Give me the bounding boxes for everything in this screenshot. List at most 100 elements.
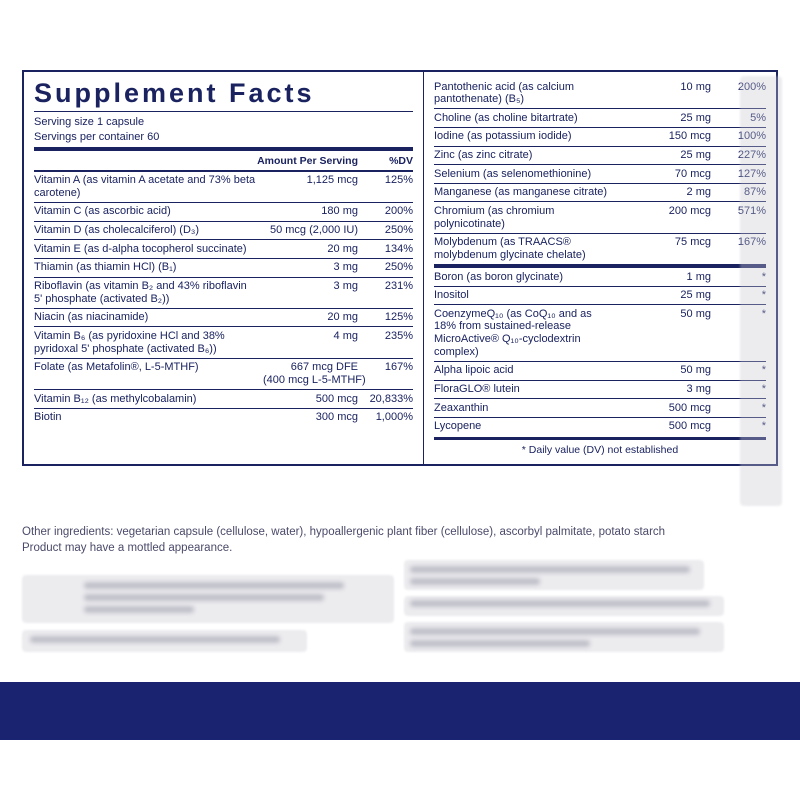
right-bottom-rows-container: Boron (as boron glycinate)1 mg*Inositol2… bbox=[434, 264, 766, 435]
nutrient-row: Boron (as boron glycinate)1 mg* bbox=[434, 268, 766, 287]
nutrient-row: Pantothenic acid (as calcium pantothenat… bbox=[434, 78, 766, 109]
nutrient-amount: 25 mg bbox=[616, 112, 711, 125]
nutrient-amount: 1 mg bbox=[616, 271, 711, 284]
nutrient-name: Folate (as Metafolin®, L-5-MTHF) bbox=[34, 361, 263, 374]
right-column: Pantothenic acid (as calcium pantothenat… bbox=[424, 72, 776, 464]
nutrient-row: Vitamin B₆ (as pyridoxine HCl and 38% py… bbox=[34, 327, 413, 358]
nutrient-amount: 180 mg bbox=[263, 205, 358, 218]
nutrient-dv: 231% bbox=[358, 280, 413, 293]
nutrient-name: Zinc (as zinc citrate) bbox=[434, 149, 616, 162]
nutrient-row: Iodine (as potassium iodide)150 mcg100% bbox=[434, 128, 766, 147]
nutrient-name: Vitamin B₆ (as pyridoxine HCl and 38% py… bbox=[34, 330, 263, 355]
blurred-text-line bbox=[30, 636, 280, 643]
nutrient-row: Niacin (as niacinamide)20 mg125% bbox=[34, 309, 413, 328]
blurred-text-line bbox=[410, 578, 540, 585]
nutrient-row: Vitamin C (as ascorbic acid)180 mg200% bbox=[34, 203, 413, 222]
nutrient-amount: 1,125 mcg bbox=[263, 174, 358, 187]
nutrient-dv: 235% bbox=[358, 330, 413, 343]
nutrient-name: Thiamin (as thiamin HCl) (B₁) bbox=[34, 261, 263, 274]
nutrient-name: Alpha lipoic acid bbox=[434, 364, 616, 377]
nutrient-row: Vitamin D (as cholecalciferol) (D₃)50 mc… bbox=[34, 222, 413, 241]
column-headers: Amount Per Serving %DV bbox=[34, 151, 413, 172]
nutrient-name: Vitamin A (as vitamin A acetate and 73% … bbox=[34, 174, 263, 199]
nutrient-amount: 75 mcg bbox=[616, 236, 711, 249]
nutrient-amount: 300 mcg bbox=[263, 411, 358, 424]
nutrient-row: Lycopene500 mcg* bbox=[434, 418, 766, 436]
nutrient-amount: 500 mcg bbox=[616, 402, 711, 415]
left-column: Supplement Facts Serving size 1 capsule … bbox=[24, 72, 424, 464]
nutrient-dv: 1,000% bbox=[358, 411, 413, 424]
left-rows-container: Vitamin A (as vitamin A acetate and 73% … bbox=[34, 172, 413, 427]
nutrient-amount: 500 mcg bbox=[616, 420, 711, 433]
nutrient-name: Molybdenum (as TRAACS® molybdenum glycin… bbox=[434, 236, 616, 261]
nutrient-amount: 200 mcg bbox=[616, 205, 711, 218]
nutrient-name: Vitamin E (as d-alpha tocopherol succina… bbox=[34, 243, 263, 256]
blurred-text-line bbox=[84, 582, 344, 589]
nutrient-dv: 134% bbox=[358, 243, 413, 256]
nutrient-row: Folate (as Metafolin®, L-5-MTHF)667 mcg … bbox=[34, 359, 413, 390]
nutrient-name: Lycopene bbox=[434, 420, 616, 433]
nutrient-dv: 125% bbox=[358, 311, 413, 324]
nutrient-amount: 70 mcg bbox=[616, 168, 711, 181]
nutrient-name: Riboflavin (as vitamin B₂ and 43% ribofl… bbox=[34, 280, 263, 305]
nutrient-name: FloraGLO® lutein bbox=[434, 383, 616, 396]
header-amount: Amount Per Serving bbox=[248, 155, 358, 167]
nutrient-row: Inositol25 mg* bbox=[434, 287, 766, 306]
nutrient-amount: 500 mcg bbox=[263, 393, 358, 406]
dv-footnote: * Daily value (DV) not established bbox=[434, 437, 766, 458]
blurred-text-box bbox=[404, 560, 704, 590]
blurred-text-box bbox=[740, 76, 782, 506]
nutrient-name: Inositol bbox=[434, 289, 616, 302]
nutrient-row: Vitamin E (as d-alpha tocopherol succina… bbox=[34, 240, 413, 259]
blurred-text-line bbox=[84, 594, 324, 601]
nutrient-name: Vitamin B₁₂ (as methylcobalamin) bbox=[34, 393, 263, 406]
nutrient-name: Selenium (as selenomethionine) bbox=[434, 168, 616, 181]
supplement-facts-panel: Supplement Facts Serving size 1 capsule … bbox=[22, 70, 778, 466]
blurred-text-line bbox=[84, 606, 194, 613]
panel-title: Supplement Facts bbox=[34, 78, 413, 112]
nutrient-name: CoenzymeQ₁₀ (as CoQ₁₀ and as 18% from su… bbox=[434, 308, 616, 359]
nutrient-amount: 4 mg bbox=[263, 330, 358, 343]
servings-per-container: Servings per container 60 bbox=[34, 130, 413, 145]
nutrient-amount: 50 mg bbox=[616, 308, 711, 321]
nutrient-dv: 20,833% bbox=[358, 393, 413, 406]
nutrient-amount: 20 mg bbox=[263, 243, 358, 256]
serving-info: Serving size 1 capsule Servings per cont… bbox=[34, 112, 413, 151]
nutrient-amount: 3 mg bbox=[263, 280, 358, 293]
nutrient-name: Chromium (as chromium polynicotinate) bbox=[434, 205, 616, 230]
right-top-rows-container: Pantothenic acid (as calcium pantothenat… bbox=[434, 78, 766, 264]
nutrient-amount: 3 mg bbox=[263, 261, 358, 274]
nutrient-amount: 50 mcg (2,000 IU) bbox=[263, 224, 358, 237]
nutrient-row: Zeaxanthin500 mcg* bbox=[434, 399, 766, 418]
nutrient-row: Zinc (as zinc citrate)25 mg227% bbox=[434, 147, 766, 166]
nutrient-row: Choline (as choline bitartrate)25 mg5% bbox=[434, 109, 766, 128]
nutrient-row: Selenium (as selenomethionine)70 mcg127% bbox=[434, 165, 766, 184]
nutrient-name: Boron (as boron glycinate) bbox=[434, 271, 616, 284]
nutrient-dv: 125% bbox=[358, 174, 413, 187]
nutrient-dv: 200% bbox=[358, 205, 413, 218]
nutrient-row: Riboflavin (as vitamin B₂ and 43% ribofl… bbox=[34, 278, 413, 309]
other-ingredients: Other ingredients: vegetarian capsule (c… bbox=[22, 524, 778, 540]
nutrient-name: Zeaxanthin bbox=[434, 402, 616, 415]
blurred-text-line bbox=[410, 600, 710, 607]
header-dv: %DV bbox=[358, 155, 413, 167]
nutrient-row: Vitamin A (as vitamin A acetate and 73% … bbox=[34, 172, 413, 203]
bottom-brand-bar bbox=[0, 682, 800, 740]
nutrient-name: Choline (as choline bitartrate) bbox=[434, 112, 616, 125]
blurred-text-line bbox=[410, 628, 700, 635]
nutrient-amount: 50 mg bbox=[616, 364, 711, 377]
blurred-text-line bbox=[410, 566, 690, 573]
nutrient-dv: 250% bbox=[358, 224, 413, 237]
nutrient-amount: 3 mg bbox=[616, 383, 711, 396]
nutrient-row: Biotin300 mcg1,000% bbox=[34, 409, 413, 427]
serving-size: Serving size 1 capsule bbox=[34, 115, 413, 130]
appearance-note: Product may have a mottled appearance. bbox=[22, 540, 778, 556]
nutrient-dv: 250% bbox=[358, 261, 413, 274]
nutrient-amount: 150 mcg bbox=[616, 130, 711, 143]
nutrient-amount: 20 mg bbox=[263, 311, 358, 324]
nutrient-name: Manganese (as manganese citrate) bbox=[434, 186, 616, 199]
nutrient-name: Iodine (as potassium iodide) bbox=[434, 130, 616, 143]
nutrient-dv: 167% bbox=[358, 361, 413, 374]
blurred-text-line bbox=[410, 640, 590, 647]
nutrient-name: Pantothenic acid (as calcium pantothenat… bbox=[434, 81, 616, 106]
